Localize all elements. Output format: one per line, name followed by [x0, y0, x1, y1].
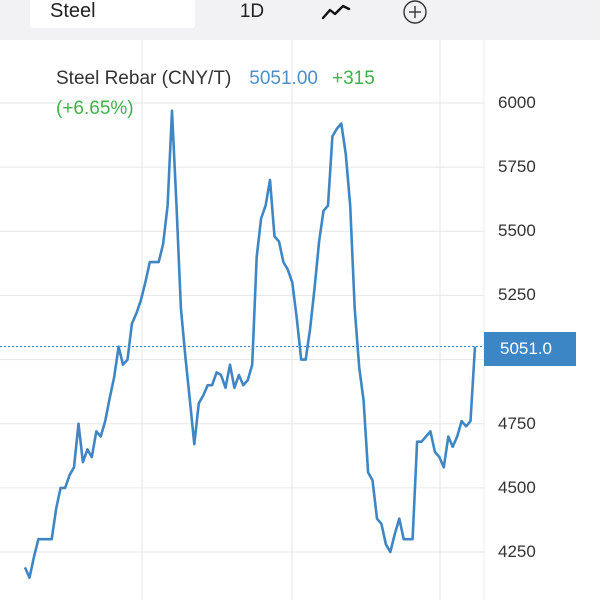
symbol-search-input[interactable]: Steel — [30, 0, 195, 28]
y-tick-label: 4500 — [498, 477, 536, 497]
y-tick-label: 4750 — [498, 413, 536, 433]
interval-button[interactable]: 1D — [232, 0, 272, 28]
price-change-percent: (+6.65%) — [56, 98, 134, 119]
line-chart-icon — [321, 4, 351, 20]
chart-type-button[interactable] — [316, 0, 356, 28]
interval-label: 1D — [239, 1, 265, 22]
y-tick-label: 5500 — [498, 221, 536, 241]
y-tick-label: 4250 — [498, 542, 536, 561]
y-tick-label: 6000 — [498, 93, 536, 112]
current-price-tag-label: 5051.0 — [500, 339, 552, 358]
price-series-line — [23, 109, 477, 580]
current-price-tag: 5051.0 — [484, 332, 576, 366]
chart-legend: Steel Rebar (CNY/T) 5051.00 +315 (+6.65%) — [56, 64, 375, 124]
chart-grid — [0, 40, 485, 600]
last-price: 5051.00 — [249, 68, 318, 89]
y-tick-label: 5750 — [498, 157, 536, 177]
chart-toolbar: Steel 1D — [0, 0, 600, 40]
plus-circle-icon — [403, 0, 427, 24]
y-tick-label: 5250 — [498, 285, 536, 305]
price-change: +315 — [331, 68, 375, 89]
instrument-name: Steel Rebar (CNY/T) — [56, 68, 232, 89]
symbol-search-value: Steel — [50, 0, 96, 22]
compare-button[interactable] — [398, 0, 432, 28]
